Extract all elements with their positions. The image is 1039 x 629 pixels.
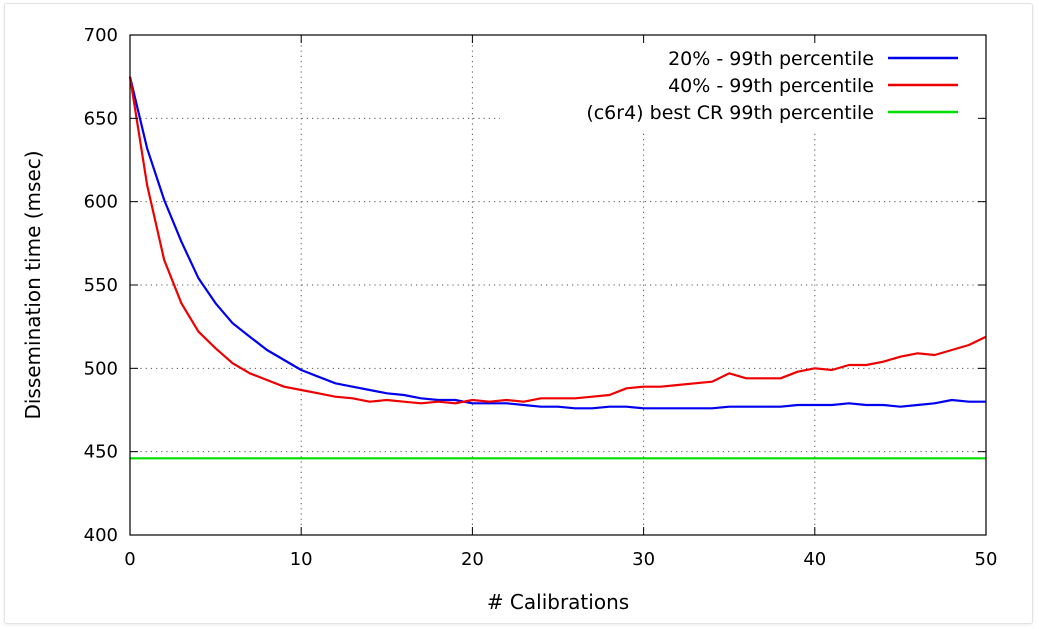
x-tick-label: 0: [124, 549, 135, 570]
x-tick-label: 20: [461, 549, 484, 570]
y-tick-label: 400: [84, 525, 118, 546]
y-axis-label: Dissemination time (msec): [21, 150, 45, 419]
series-lines: [128, 76, 987, 460]
y-tick-label: 500: [84, 358, 118, 379]
x-tick-label: 10: [290, 549, 313, 570]
y-tick-label: 650: [84, 108, 118, 129]
x-axis-label: # Calibrations: [487, 590, 629, 614]
legend-label-1: 40% - 99th percentile: [668, 75, 874, 97]
axis-ticks: 0 10 20 30 40 50 400 450 500 550 600 650 700: [84, 25, 998, 570]
y-tick-label: 600: [84, 192, 118, 213]
series-line-1: [128, 76, 987, 405]
y-tick-label: 550: [84, 275, 118, 296]
series-line-0: [128, 76, 986, 410]
legend-label-2: (c6r4) best CR 99th percentile: [586, 102, 874, 124]
x-tick-label: 40: [803, 549, 826, 570]
y-tick-label: 700: [84, 25, 118, 46]
x-tick-label: 30: [632, 549, 655, 570]
legend: 20% - 99th percentile 40% - 99th percenti…: [586, 48, 958, 124]
legend-label-0: 20% - 99th percentile: [668, 48, 874, 70]
x-tick-label: 50: [975, 549, 998, 570]
y-tick-label: 450: [84, 442, 118, 463]
